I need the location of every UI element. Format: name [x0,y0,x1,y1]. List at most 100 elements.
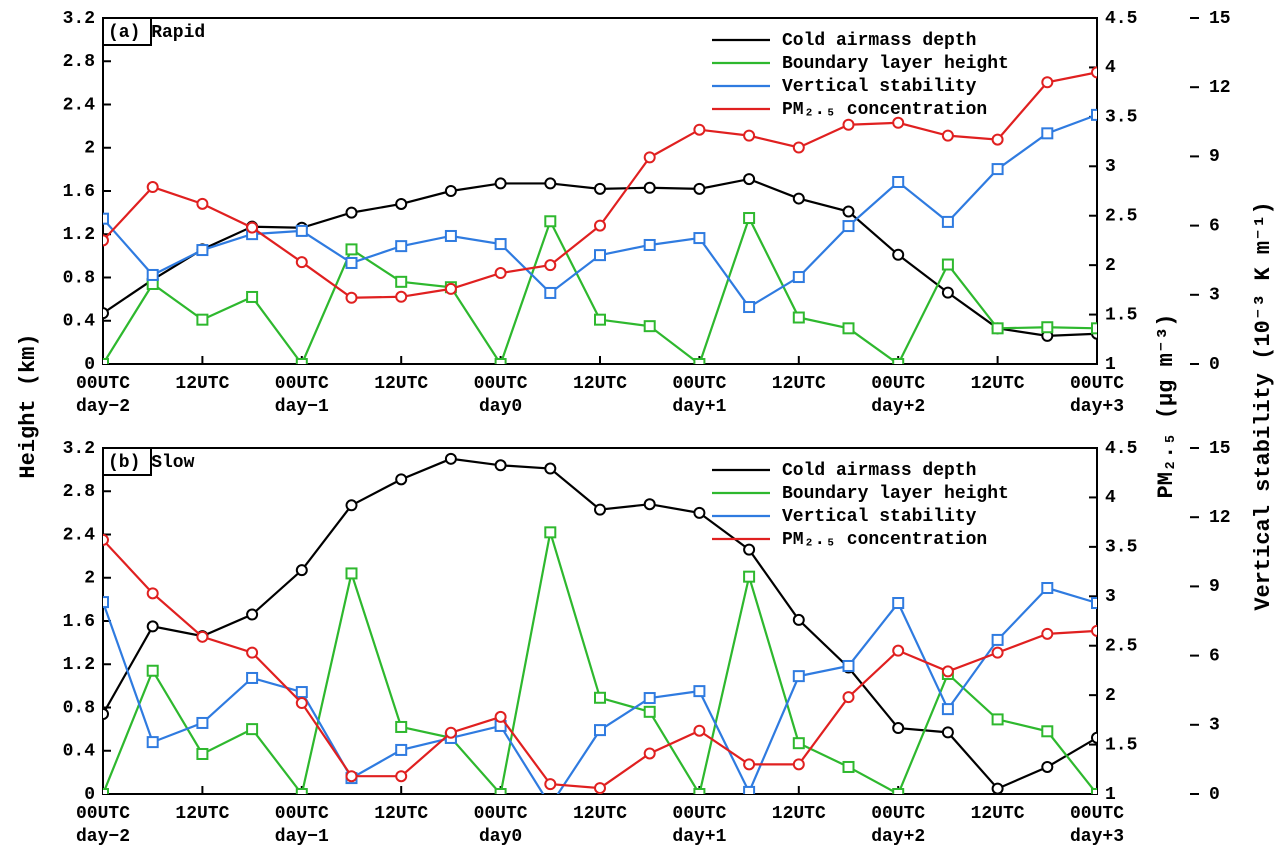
marker [594,182,606,195]
marker [892,722,905,735]
x-tick-label: 00UTC day+3 [1070,804,1124,847]
marker [1091,731,1097,744]
marker [494,788,507,794]
marker [196,244,209,257]
marker [941,129,954,142]
marker [1041,627,1054,640]
marker [792,670,805,683]
y2-tick-label: 4 [1105,58,1116,78]
x-tick-label: 00UTC day+2 [871,374,925,417]
marker [842,118,855,131]
marker [643,747,656,760]
marker [693,788,706,794]
marker [246,723,259,736]
marker [842,691,855,704]
marker [991,782,1004,794]
marker [196,313,209,326]
marker [941,665,954,678]
x-tick-label: 00UTC day+2 [871,804,925,847]
marker [842,220,855,233]
marker [743,301,756,314]
y-tick-label: 2.4 [63,525,96,545]
marker [594,313,606,326]
marker [643,498,656,511]
marker [196,630,209,643]
marker [544,259,557,272]
x-tick-label: 12UTC [374,374,428,394]
marker [494,177,507,190]
marker [295,256,308,269]
y-tick-label: 2 [84,569,95,589]
marker [892,597,905,610]
marker [643,320,656,333]
marker [103,707,109,720]
y2-tick-label: 3.5 [1105,538,1137,558]
marker [743,173,756,186]
x-tick-label: 12UTC [175,374,229,394]
y-tick-label: 0.4 [63,742,96,762]
marker [1041,321,1054,334]
marker [941,258,954,271]
marker [395,275,408,288]
marker [1091,624,1097,637]
marker [643,705,656,718]
y2-tick-label: 1 [1105,785,1116,805]
y-tick-label: 0.4 [63,312,96,332]
y-tick-label: 1.6 [63,182,95,202]
marker [494,358,507,364]
marker [295,564,308,577]
marker [345,256,358,269]
y-axis-label: Height (km) [16,333,41,478]
marker [395,770,408,783]
marker [246,608,259,621]
marker [792,192,805,205]
marker [146,181,159,194]
y3-tick-label: 6 [1209,216,1220,236]
marker [103,234,109,247]
marker [941,726,954,739]
marker [196,747,209,760]
marker [295,686,308,699]
marker [345,291,358,304]
marker [146,664,159,677]
marker [991,633,1004,646]
x-tick-label: 00UTC day−1 [275,374,329,417]
marker [295,224,308,237]
y2-tick-label: 3 [1105,587,1116,607]
marker [693,232,706,245]
y3-tick-label: 12 [1209,78,1231,98]
marker [743,758,756,771]
marker [345,499,358,512]
marker [246,671,259,684]
y3-tick-label: 6 [1209,646,1220,666]
marker [544,215,557,228]
marker [103,212,109,225]
marker [594,249,606,262]
marker [892,644,905,657]
y2-tick-label: 2 [1105,686,1116,706]
marker [345,770,358,783]
y2-tick-label: 2 [1105,256,1116,276]
marker [693,358,706,364]
marker [444,452,457,465]
marker [941,215,954,228]
marker [295,697,308,710]
y3-tick-label: 15 [1209,9,1231,29]
legend-label: PM₂.₅ concentration [782,530,987,550]
x-tick-label: 00UTC day+1 [672,804,726,847]
marker [444,726,457,739]
y-tick-label: 0.8 [63,698,95,718]
legend-label: Boundary layer height [782,484,1009,504]
y-tick-label: 1.6 [63,612,95,632]
y2-tick-label: 1 [1105,355,1116,375]
marker [1091,66,1097,79]
marker [594,724,606,737]
marker [594,782,606,794]
y-tick-label: 2.8 [63,52,95,72]
marker [693,506,706,519]
marker [892,176,905,189]
y3-tick-label: 9 [1209,577,1220,597]
marker [196,197,209,210]
marker [743,785,756,794]
